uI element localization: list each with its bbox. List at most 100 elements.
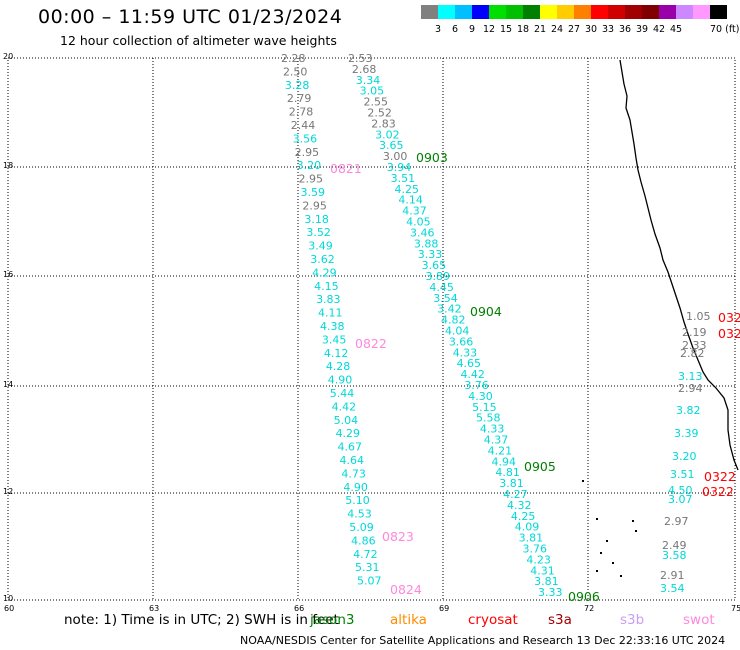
swh-value-label: 2.97: [664, 515, 689, 528]
swh-value-label: 3.66: [449, 335, 474, 348]
satellite-legend-cryosat: cryosat: [468, 612, 518, 628]
pass-time-label: 0823: [382, 529, 414, 544]
island: [596, 518, 598, 520]
color-scale-label: 42: [652, 24, 666, 35]
swh-value-label: 4.81: [495, 466, 520, 479]
color-swatch: [591, 5, 608, 19]
swh-value-label: 2.52: [367, 107, 392, 120]
swh-value-label: 3.52: [306, 226, 331, 239]
color-swatch: [676, 5, 693, 19]
island: [600, 552, 602, 554]
swh-value-label: 4.23: [526, 553, 551, 566]
swh-value-label: 3.51: [391, 172, 416, 185]
swh-value-label: 4.33: [453, 346, 478, 359]
color-swatch: [693, 5, 710, 19]
footer-note: note: 1) Time is in UTC; 2) SWH is in fe…: [64, 612, 339, 628]
swh-value-label: 3.20: [297, 159, 322, 172]
satellite-legend-jason3: jason3: [310, 612, 355, 628]
swh-value-label: 4.65: [457, 357, 482, 370]
color-swatch: [489, 5, 506, 19]
color-scale-label: 21: [533, 24, 547, 35]
swh-value-label: 4.42: [332, 400, 357, 413]
color-scale-label: 18: [516, 24, 530, 35]
swh-value-label: 4.86: [351, 534, 376, 547]
swh-value-label: 3.94: [387, 161, 412, 174]
color-swatch: [659, 5, 676, 19]
swh-value-label: 2.49: [662, 539, 687, 552]
swh-value-label: 5.58: [476, 412, 501, 425]
swh-value-label: 5.44: [330, 387, 355, 400]
swh-value-label: 4.32: [507, 499, 532, 512]
swh-value-label: 4.94: [491, 455, 515, 468]
swh-value-label: 4.27: [503, 488, 528, 501]
swh-value-label: 4.09: [515, 521, 540, 534]
color-swatch: [608, 5, 625, 19]
swh-value-label: 4.29: [336, 427, 361, 440]
swh-value-label: 3.45: [322, 333, 347, 346]
swh-value-label: 5.15: [472, 401, 497, 414]
coastline: [582, 59, 739, 577]
color-swatch: [557, 5, 574, 19]
swh-value-label: 4.12: [324, 347, 349, 360]
x-tick-label: 63: [149, 604, 159, 613]
swh-value-label: 3.54: [433, 292, 458, 305]
swh-value-label: 4.90: [328, 374, 353, 387]
swh-value-label: 3.81: [534, 575, 559, 588]
swh-value-label: 3.81: [499, 477, 524, 490]
color-swatch: [642, 5, 659, 19]
swh-value-label: 2.91: [660, 569, 685, 582]
coastline-path: [619, 59, 739, 471]
color-scale-label: 30: [584, 24, 598, 35]
swh-value-label: 2.95: [299, 173, 324, 186]
color-swatch: [710, 5, 727, 19]
pass-time-label: 0322: [704, 469, 736, 484]
swh-value-label: 3.33: [418, 248, 443, 261]
swh-value-label: 4.25: [511, 510, 536, 523]
map-subtitle: 12 hour collection of altimeter wave hei…: [60, 33, 337, 48]
swh-value-label: 4.28: [326, 360, 351, 373]
color-scale-label: 45: [669, 24, 683, 35]
pass-time-label: 0904: [470, 304, 502, 319]
swh-value-label: 2.95: [295, 146, 320, 159]
swh-value-label: 3.13: [678, 370, 703, 383]
swh-value-label: 4.64: [339, 454, 364, 467]
island: [606, 540, 608, 542]
satellite-legend-swot: swot: [683, 612, 715, 628]
satellite-legend-altika: altika: [390, 612, 427, 628]
island: [635, 530, 637, 532]
swh-value-label: 3.49: [308, 240, 333, 253]
swh-value-label: 3.33: [538, 586, 563, 599]
swh-value-label: 3.89: [426, 270, 451, 283]
y-tick-label: 10: [3, 594, 13, 603]
pass-time-label: 0906: [568, 589, 600, 604]
swh-value-label: 4.04: [445, 325, 470, 338]
color-scale-label: 3: [434, 24, 442, 35]
island: [612, 562, 614, 564]
color-scale-label: 9: [468, 24, 476, 35]
color-swatch: [472, 5, 489, 19]
color-scale-label: 33: [601, 24, 615, 35]
swh-value-label: 3.05: [360, 85, 385, 98]
y-tick-label: 12: [3, 487, 13, 496]
swh-value-label: 2.83: [371, 117, 396, 130]
color-scale-label: 15: [499, 24, 513, 35]
swh-value-label: 2.78: [289, 106, 314, 119]
swh-value-label: 4.37: [484, 434, 509, 447]
map-title: 00:00 – 11:59 UTC 01/23/2024: [38, 6, 343, 28]
swh-value-label: 3.82: [676, 404, 701, 417]
pass-time-label: 0822: [355, 336, 387, 351]
color-swatch: [455, 5, 472, 19]
swh-value-label: 3.00: [383, 150, 408, 163]
swh-value-label: 3.88: [414, 237, 439, 250]
color-scale-label: 12: [482, 24, 496, 35]
swh-value-label: 4.15: [314, 280, 339, 293]
swh-value-label: 2.44: [291, 119, 316, 132]
y-tick-label: 18: [3, 161, 13, 170]
swh-value-label: 2.33: [682, 339, 707, 352]
color-scale-label: 39: [635, 24, 649, 35]
swh-value-label: 3.46: [410, 226, 435, 239]
map-grid: [7, 57, 736, 601]
swh-value-label: 4.25: [395, 183, 420, 196]
island: [632, 520, 634, 522]
